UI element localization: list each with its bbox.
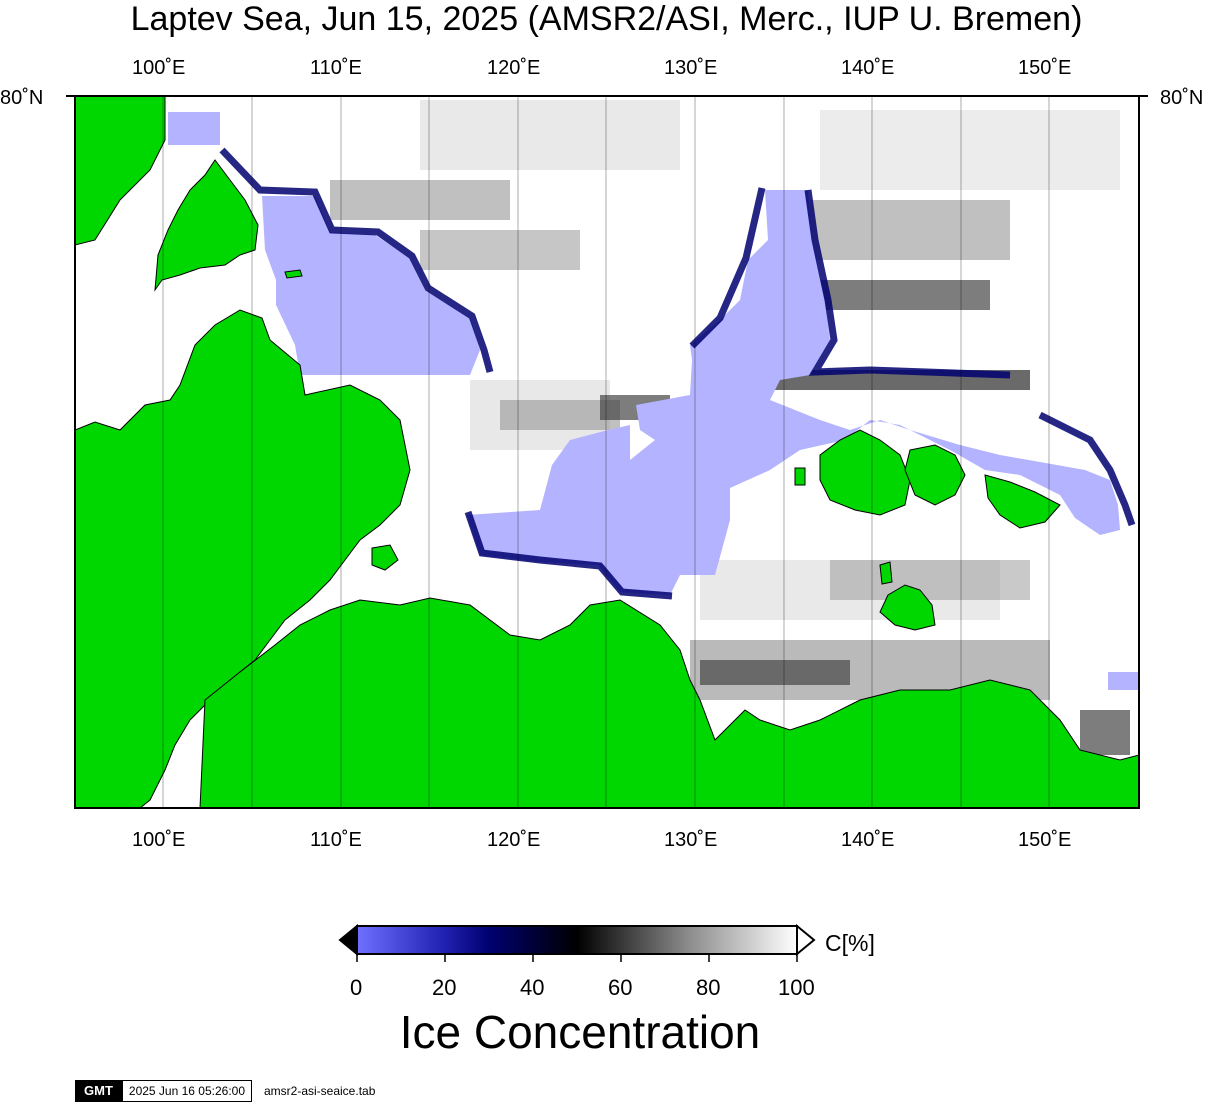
land-taymyr-peninsula — [75, 309, 411, 808]
colorbar-tick-80: 80 — [696, 975, 721, 1000]
lon-tick-bottom-110: 110˚E — [310, 829, 362, 851]
colorbar — [338, 923, 816, 962]
open-water-west-pocket — [168, 112, 220, 145]
meridian-gridlines — [162, 96, 1050, 808]
map-frame — [74, 95, 1140, 809]
land-stolbovoy-island — [879, 561, 893, 585]
lon-tick-top-140: 140˚E — [841, 57, 895, 79]
open-water-central — [467, 190, 1120, 595]
colorbar-tick-60: 60 — [608, 975, 633, 1000]
lon-tick-bottom-120: 120˚E — [487, 829, 541, 851]
lon-tick-top-100: 100˚E — [132, 57, 186, 79]
colorbar-tick-40: 40 — [520, 975, 545, 1000]
colorbar-upper-triangle — [796, 923, 816, 957]
lat-tick-left-80: 80˚N — [0, 87, 44, 109]
colorbar-lower-triangle — [338, 923, 358, 957]
lon-tick-bottom-140: 140˚E — [841, 829, 895, 851]
lon-tick-bottom-130: 130˚E — [664, 829, 718, 851]
land-severnaya-zemlya — [154, 159, 259, 292]
ice-edge-bands — [219, 147, 1136, 600]
map-area — [75, 96, 1139, 808]
lon-tick-bottom-100: 100˚E — [132, 829, 186, 851]
open-water-areas — [168, 112, 1138, 690]
colorbar-tick-0: 0 — [350, 975, 363, 1000]
colorbar-title: Ice Concentration — [399, 1006, 761, 1058]
lon-tick-top-120: 120˚E — [487, 57, 541, 79]
gmt-logo: GMT — [75, 1080, 122, 1102]
ice-concentration-texture — [330, 100, 1130, 755]
land-mainland-south — [199, 597, 1139, 808]
lat-tick-right-80: 80˚N — [1160, 87, 1204, 109]
map-title: Laptev Sea, Jun 15, 2025 (AMSR2/ASI, Mer… — [130, 0, 1083, 38]
colorbar-tick-marks — [356, 954, 798, 962]
colorbar-gradient — [356, 925, 798, 955]
colorbar-tick-100: 100 — [778, 975, 815, 1000]
land-small-island-east — [794, 467, 806, 486]
lon-tick-bottom-150: 150˚E — [1018, 829, 1072, 851]
land-west-coast-north — [75, 96, 166, 246]
lon-tick-top-130: 130˚E — [664, 57, 718, 79]
lon-tick-top-150: 150˚E — [1018, 57, 1072, 79]
footer: GMT 2025 Jun 16 05:26:00 amsr2-asi-seaic… — [75, 1080, 375, 1102]
command-label: amsr2-asi-seaice.tab — [264, 1084, 376, 1098]
open-water-east-inlet — [1108, 672, 1138, 690]
colorbar-tick-20: 20 — [432, 975, 457, 1000]
open-water-west-bay — [262, 196, 480, 375]
land-masses — [75, 96, 1139, 808]
land-small-islet-north — [284, 269, 303, 279]
land-small-island-central — [371, 544, 399, 571]
colorbar-unit: C[%] — [825, 930, 875, 956]
lon-tick-top-110: 110˚E — [310, 57, 362, 79]
land-new-siberian-island-kotelny — [819, 429, 911, 516]
land-new-siberian-island-faddeyevsky — [904, 444, 966, 506]
land-new-siberian-island-novaya-sibir — [984, 474, 1061, 529]
timestamp: 2025 Jun 16 05:26:00 — [121, 1080, 252, 1102]
land-bolshoy-lyakhovsky-island — [879, 584, 936, 631]
